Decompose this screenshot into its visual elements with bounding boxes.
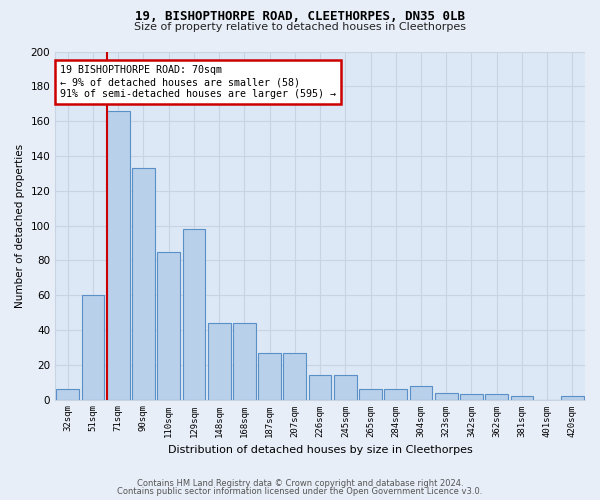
Bar bbox=[233, 323, 256, 400]
Bar bbox=[561, 396, 584, 400]
Text: 19, BISHOPTHORPE ROAD, CLEETHORPES, DN35 0LB: 19, BISHOPTHORPE ROAD, CLEETHORPES, DN35… bbox=[135, 10, 465, 23]
Bar bbox=[258, 352, 281, 400]
Bar bbox=[460, 394, 483, 400]
Bar bbox=[182, 229, 205, 400]
Bar bbox=[157, 252, 180, 400]
Bar bbox=[359, 389, 382, 400]
Bar bbox=[107, 110, 130, 400]
Text: Contains public sector information licensed under the Open Government Licence v3: Contains public sector information licen… bbox=[118, 487, 482, 496]
Bar bbox=[435, 392, 458, 400]
Bar bbox=[82, 295, 104, 400]
Bar bbox=[283, 352, 306, 400]
Y-axis label: Number of detached properties: Number of detached properties bbox=[15, 144, 25, 308]
Bar bbox=[132, 168, 155, 400]
Bar bbox=[410, 386, 433, 400]
X-axis label: Distribution of detached houses by size in Cleethorpes: Distribution of detached houses by size … bbox=[168, 445, 472, 455]
Bar bbox=[208, 323, 230, 400]
Bar bbox=[334, 375, 356, 400]
Bar bbox=[511, 396, 533, 400]
Bar bbox=[385, 389, 407, 400]
Bar bbox=[56, 389, 79, 400]
Text: Size of property relative to detached houses in Cleethorpes: Size of property relative to detached ho… bbox=[134, 22, 466, 32]
Text: Contains HM Land Registry data © Crown copyright and database right 2024.: Contains HM Land Registry data © Crown c… bbox=[137, 478, 463, 488]
Bar bbox=[485, 394, 508, 400]
Text: 19 BISHOPTHORPE ROAD: 70sqm
← 9% of detached houses are smaller (58)
91% of semi: 19 BISHOPTHORPE ROAD: 70sqm ← 9% of deta… bbox=[61, 66, 337, 98]
Bar bbox=[309, 375, 331, 400]
